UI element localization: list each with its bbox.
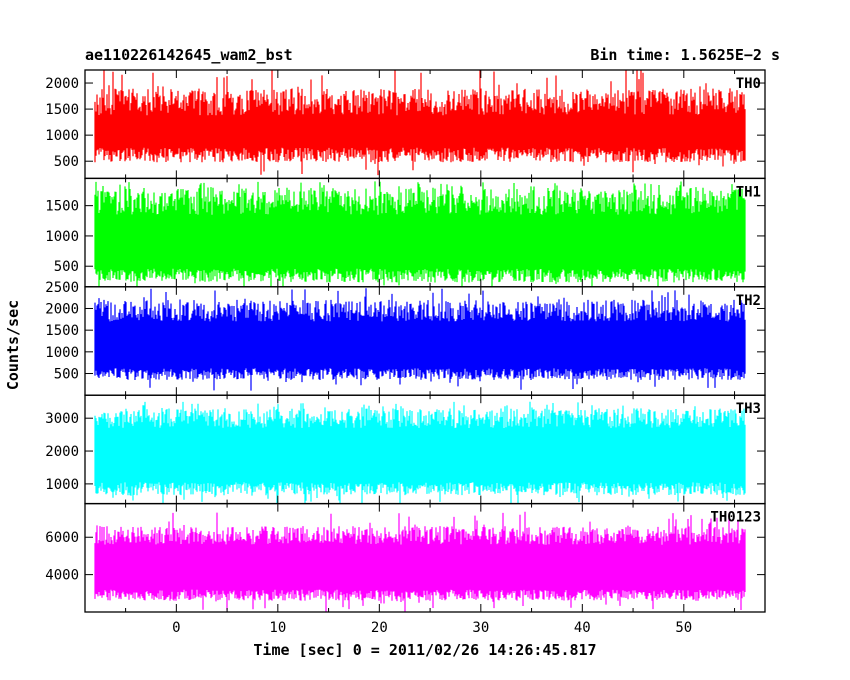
- y-tick-label: 6000: [45, 530, 79, 546]
- chart-title: ae110226142645_wam2_bst: [85, 46, 293, 64]
- y-tick-label: 1000: [45, 477, 79, 493]
- y-tick-label: 1500: [45, 102, 79, 118]
- panel-th0123: 4000 6000 TH0123: [45, 502, 766, 613]
- series-th3: [94, 401, 746, 504]
- panel-th3: 1000 2000 3000 TH3: [45, 394, 766, 505]
- x-tick-label: 30: [472, 620, 489, 636]
- y-tick-label: 2000: [45, 301, 79, 317]
- x-axis-label: Time [sec] 0 = 2011/02/26 14:26:45.817: [253, 641, 596, 659]
- x-tick-label: 10: [269, 620, 286, 636]
- y-tick-label: 3000: [45, 411, 79, 427]
- panel-th1: 500 1000 1500 TH1: [45, 177, 766, 288]
- panel-label-th1: TH1: [736, 184, 761, 200]
- y-tick-label: 4000: [45, 568, 79, 584]
- panel-label-th0123: TH0123: [710, 510, 761, 526]
- y-tick-label: 1500: [45, 199, 79, 215]
- panel-label-th2: TH2: [736, 293, 761, 309]
- x-tick-label: 50: [675, 620, 692, 636]
- panel-th0: 500 1000 1500 2000 TH0: [45, 69, 766, 180]
- series-th0123: [94, 511, 746, 612]
- series-th0: [94, 70, 746, 176]
- panel-th2: 500 1000 1500 2000 2500 TH2: [45, 280, 766, 396]
- y-tick-label: 2000: [45, 444, 79, 460]
- x-tick-label: 40: [574, 620, 591, 636]
- y-tick-label: 500: [54, 154, 79, 170]
- y-tick-label: 1000: [45, 345, 79, 361]
- y-axis-label: Counts/sec: [4, 300, 22, 390]
- bin-time-label: Bin time: 1.5625E−2 s: [590, 46, 780, 64]
- series-th2: [94, 288, 746, 391]
- x-axis: 0 10 20 30 40 50: [172, 620, 692, 636]
- x-tick-label: 0: [172, 620, 180, 636]
- y-tick-label: 1000: [45, 128, 79, 144]
- panel-label-th3: TH3: [736, 401, 761, 417]
- y-tick-label: 2000: [45, 76, 79, 92]
- y-tick-label: 1000: [45, 229, 79, 245]
- y-tick-label: 1500: [45, 323, 79, 339]
- y-tick-label: 2500: [45, 280, 79, 296]
- y-tick-label: 500: [54, 259, 79, 275]
- x-tick-label: 20: [371, 620, 388, 636]
- series-th1: [94, 181, 746, 287]
- panel-label-th0: TH0: [736, 76, 761, 92]
- panel-frame: [84, 502, 766, 613]
- y-tick-label: 500: [54, 367, 79, 383]
